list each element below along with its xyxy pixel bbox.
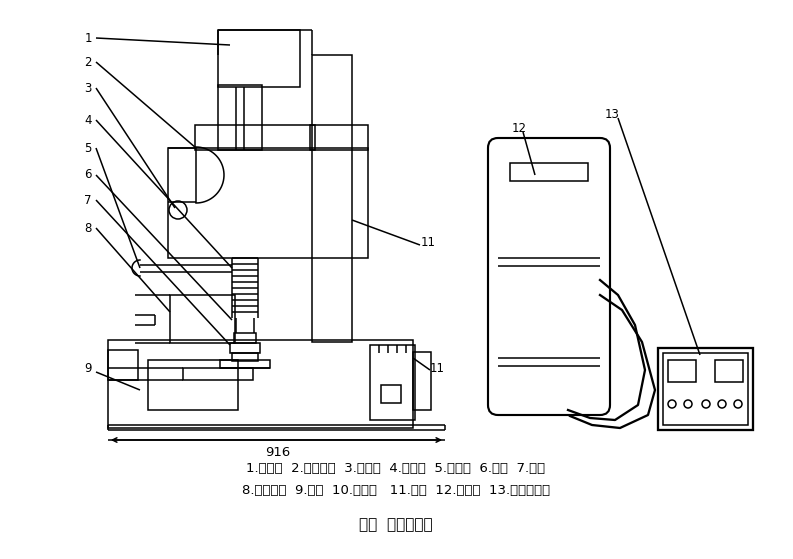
Text: 7: 7 (84, 193, 92, 206)
Bar (413, 352, 431, 410)
Text: 6: 6 (84, 168, 92, 182)
Bar (148, 360, 238, 410)
Bar (108, 350, 138, 380)
Text: 12: 12 (511, 121, 527, 135)
Bar (230, 343, 260, 353)
Text: 4: 4 (84, 113, 92, 126)
Bar (658, 348, 753, 430)
Bar (170, 295, 235, 343)
Text: 图二  外形结构图: 图二 外形结构图 (359, 518, 433, 533)
Text: 13: 13 (604, 107, 619, 121)
Bar (370, 345, 415, 420)
Text: 11: 11 (430, 362, 445, 375)
Text: 11: 11 (420, 235, 435, 249)
Bar (195, 125, 315, 150)
Text: 8.夹紧装置  9.机座  10.电动机   11.立柱  12.收尘器  13.电器控制箱: 8.夹紧装置 9.机座 10.电动机 11.立柱 12.收尘器 13.电器控制箱 (242, 484, 550, 496)
Text: 9: 9 (84, 362, 92, 375)
Bar (234, 333, 256, 343)
Bar (312, 55, 352, 342)
Text: 8: 8 (84, 221, 92, 234)
Text: 916: 916 (266, 446, 290, 458)
Bar (218, 30, 300, 87)
Bar (715, 360, 743, 382)
Text: 2: 2 (84, 55, 92, 69)
Text: 1.配重块  2.提升手柄  3.齿轮箱  4.伸缩套  5.收尘管  6.主轴  7.磨头: 1.配重块 2.提升手柄 3.齿轮箱 4.伸缩套 5.收尘管 6.主轴 7.磨头 (247, 462, 546, 475)
Bar (510, 163, 588, 181)
Bar (218, 85, 262, 150)
Bar (183, 368, 253, 380)
Text: 1: 1 (84, 31, 92, 45)
Bar (310, 125, 368, 150)
Text: 5: 5 (84, 141, 92, 154)
Bar (220, 360, 270, 368)
Bar (232, 353, 258, 361)
Bar (108, 340, 413, 428)
Text: 3: 3 (84, 82, 92, 94)
Bar (168, 148, 368, 258)
Bar (668, 360, 696, 382)
Bar (663, 353, 748, 425)
Bar (381, 385, 401, 403)
